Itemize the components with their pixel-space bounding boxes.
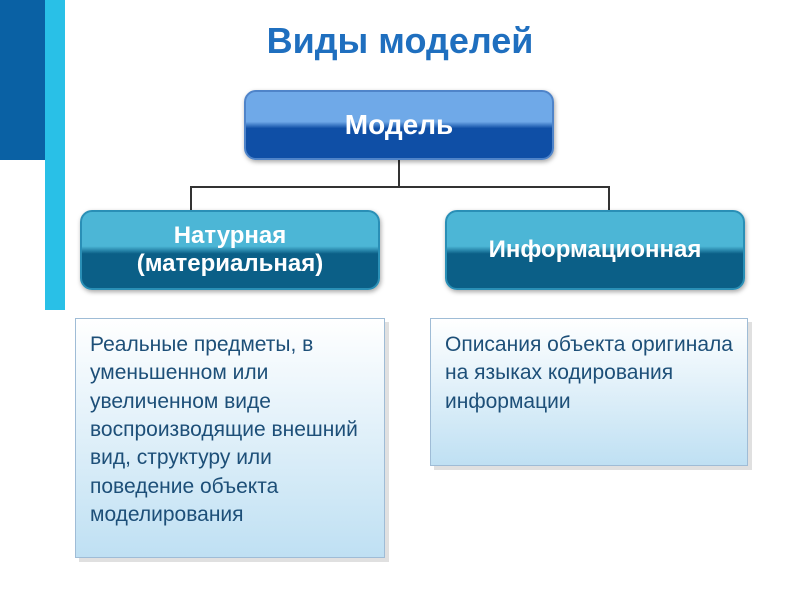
page-title: Виды моделей <box>0 20 800 62</box>
connector <box>190 186 610 188</box>
node-child-0: Натурная (материальная) <box>80 210 380 290</box>
desc-box-0: Реальные предметы, в уменьшенном или уве… <box>75 318 385 558</box>
connector <box>398 160 400 188</box>
connector <box>190 186 192 210</box>
desc-box-1: Описания объекта оригинала на языках код… <box>430 318 748 466</box>
node-root-label: Модель <box>345 109 453 141</box>
node-root: Модель <box>244 90 554 160</box>
node-child-1: Информационная <box>445 210 745 290</box>
node-child-label: Информационная <box>489 236 702 264</box>
connector <box>608 186 610 210</box>
node-child-label: Натурная (материальная) <box>82 222 378 277</box>
